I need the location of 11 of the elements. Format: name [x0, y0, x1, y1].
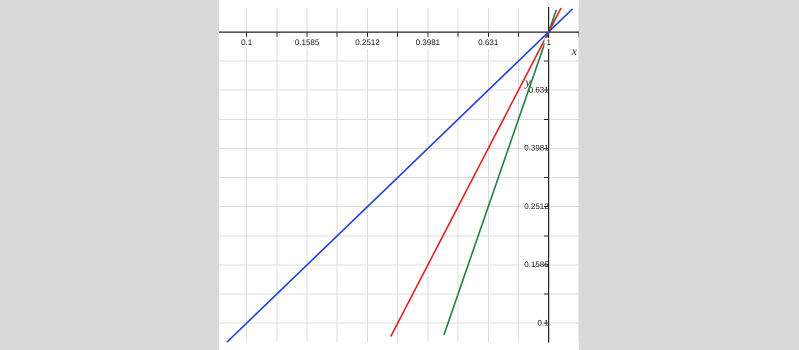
y-axis-title: y [524, 75, 532, 90]
x-tick-label: 0.2512 [355, 38, 380, 48]
x-tick-label: 1 [546, 38, 552, 48]
y-tick-label: 0.1585 [524, 260, 550, 270]
x-axis-title: x [570, 44, 578, 58]
y-tick-label: 0.2512 [524, 202, 550, 211]
x-tick-label: 0.3981 [416, 38, 441, 48]
x-tick-label: 0.631 [478, 38, 499, 48]
x-tick-label: 0.1585 [294, 38, 320, 48]
x-tick-label: 0.1 [241, 38, 253, 48]
y-tick-label: 0.3981 [524, 144, 550, 153]
